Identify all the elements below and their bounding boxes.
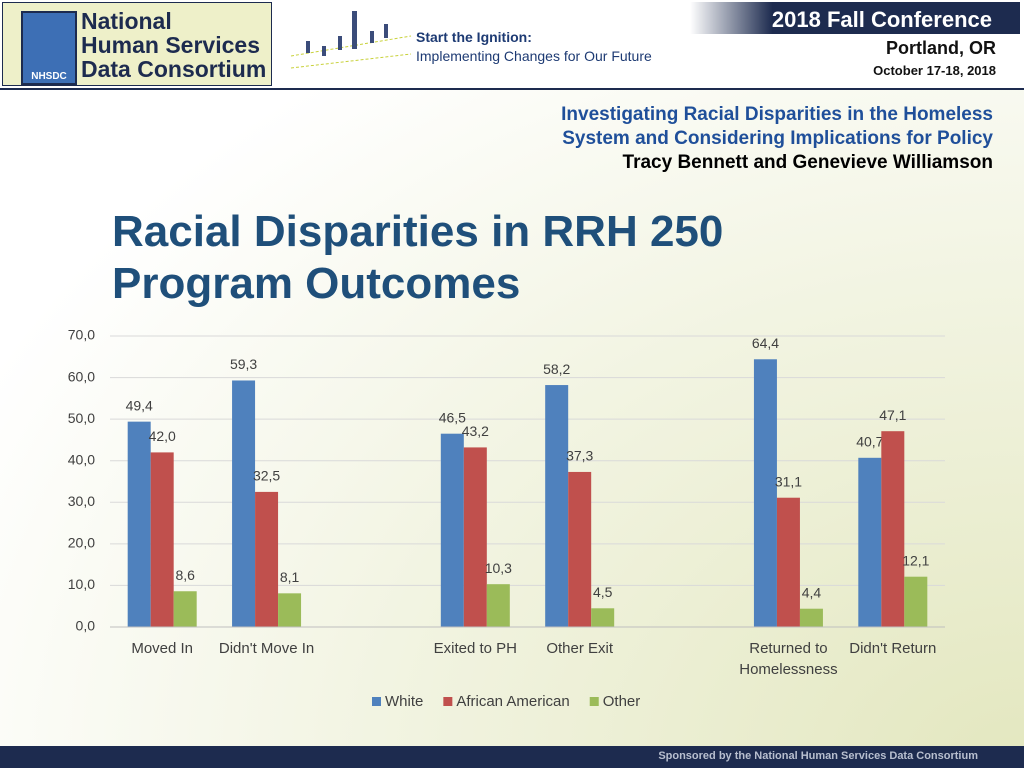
legend-label: Other — [603, 693, 641, 710]
y-tick-label: 40,0 — [68, 451, 95, 467]
logo-mark: NHSDC — [21, 11, 77, 85]
authors: Tracy Bennett and Genevieve Williamson — [622, 152, 993, 173]
logo: NHSDC National Human Services Data Conso… — [2, 2, 272, 86]
data-label: 58,2 — [543, 361, 570, 377]
data-label: 8,6 — [175, 567, 195, 583]
bar — [440, 433, 464, 627]
y-tick-label: 10,0 — [68, 576, 95, 592]
bar — [858, 457, 882, 627]
header: NHSDC National Human Services Data Conso… — [0, 0, 1024, 90]
tagline: Start the Ignition: Implementing Changes… — [416, 28, 652, 66]
y-tick-label: 20,0 — [68, 535, 95, 551]
chart: 0,0 10,0 20,0 30,0 40,0 50,0 60,0 70,0 49,4 42,0 8… — [68, 327, 945, 710]
logo-line: Data Consortium — [81, 56, 267, 82]
bar — [545, 385, 569, 627]
bar — [232, 380, 256, 627]
tagline-sub: Implementing Changes for Our Future — [416, 48, 652, 64]
y-tick-label: 0,0 — [76, 618, 96, 634]
bar — [173, 591, 197, 627]
legend-swatch — [443, 697, 453, 706]
data-label: 12,1 — [902, 552, 929, 568]
legend-swatch — [589, 697, 599, 706]
data-label: 64,4 — [752, 335, 779, 351]
logo-line: National — [81, 8, 172, 34]
data-label: 37,3 — [566, 448, 593, 464]
y-tick-label: 70,0 — [68, 327, 95, 343]
presentation-info: Investigating Racial Disparities in the … — [561, 103, 993, 175]
bar — [753, 359, 777, 627]
data-label: 32,5 — [253, 468, 280, 484]
y-tick-label: 50,0 — [68, 410, 95, 426]
footer: Sponsored by the National Human Services… — [0, 746, 1024, 768]
legend-label: African American — [456, 693, 569, 710]
bar — [278, 593, 302, 627]
data-label: 49,4 — [126, 397, 153, 413]
bar — [568, 471, 592, 627]
x-tick-label: Didn't Move In — [218, 640, 315, 657]
conference-banner: 2018 Fall Conference — [690, 2, 1020, 34]
legend-swatch — [372, 697, 381, 706]
bar — [486, 584, 510, 627]
bar — [150, 452, 174, 627]
tagline-title: Start the Ignition: — [416, 29, 532, 45]
logo-line: Human Services — [81, 32, 260, 58]
data-label: 47,1 — [879, 407, 906, 423]
data-label: 43,2 — [462, 423, 489, 439]
candlestick-graphic — [290, 11, 412, 69]
bar — [799, 608, 823, 627]
logo-text: National Human Services Data Consortium — [81, 9, 266, 81]
data-label: 42,0 — [149, 428, 176, 444]
bar — [881, 431, 905, 627]
x-tick-label: Returned to Homelessness — [739, 640, 838, 678]
data-label: 10,3 — [485, 560, 512, 576]
data-label: 59,3 — [230, 356, 257, 372]
legend-label: White — [385, 693, 423, 710]
city: Portland, OR — [885, 38, 996, 58]
dates: October 17-18, 2018 — [873, 63, 996, 78]
y-tick-label: 30,0 — [68, 493, 95, 509]
conference: 2018 Fall Conference — [771, 7, 992, 32]
x-tick-label: Exited to PH — [433, 640, 517, 657]
y-tick-label: 60,0 — [68, 368, 95, 384]
data-label: 8,1 — [280, 569, 300, 585]
presentation-line: System and Considering Implications for … — [562, 128, 993, 149]
x-tick-label: Other Exit — [546, 640, 614, 657]
bar — [463, 447, 487, 627]
x-tick-label: Moved In — [131, 640, 194, 657]
bar — [591, 608, 615, 627]
data-label: 4,5 — [593, 584, 613, 600]
bar — [776, 497, 800, 627]
presentation-line: Investigating Racial Disparities in the … — [561, 104, 993, 125]
data-label: 40,7 — [856, 434, 883, 450]
x-tick-label: Didn't Return — [849, 640, 937, 657]
data-label: 46,5 — [439, 409, 466, 425]
bar — [904, 576, 928, 627]
footer-text: Sponsored by the National Human Services… — [658, 750, 978, 762]
data-label: 4,4 — [802, 584, 822, 600]
chart-title: Racial Disparities in RRH 250 Program Ou… — [112, 207, 724, 308]
bar — [127, 421, 151, 627]
data-label: 31,1 — [775, 473, 802, 489]
bar — [255, 491, 279, 627]
